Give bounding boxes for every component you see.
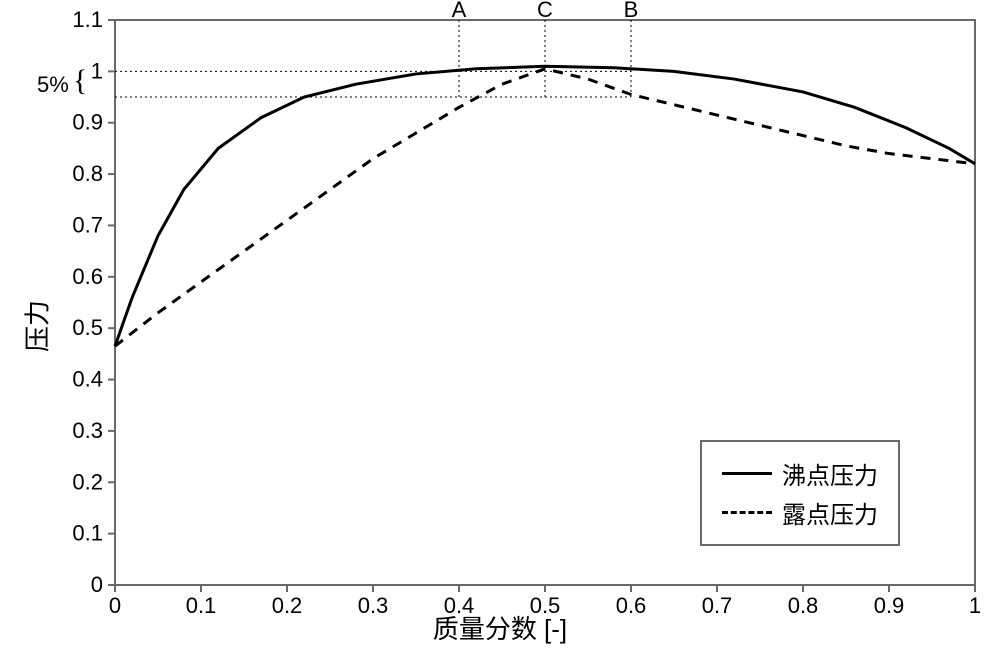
svg-text:0.3: 0.3: [72, 418, 103, 443]
svg-text:0.6: 0.6: [616, 593, 647, 618]
svg-text:0.5: 0.5: [72, 315, 103, 340]
svg-text:0.9: 0.9: [874, 593, 905, 618]
svg-text:0.4: 0.4: [72, 367, 103, 392]
svg-text:0.3: 0.3: [358, 593, 389, 618]
svg-text:0.6: 0.6: [72, 264, 103, 289]
svg-text:C: C: [537, 0, 553, 22]
svg-text:0.9: 0.9: [72, 110, 103, 135]
svg-text:0.7: 0.7: [702, 593, 733, 618]
svg-text:0.8: 0.8: [72, 161, 103, 186]
legend-dashed-line-icon: [722, 511, 772, 514]
five-percent-annotation: 5%: [37, 72, 69, 98]
svg-text:0.8: 0.8: [788, 593, 819, 618]
svg-text:0.2: 0.2: [272, 593, 303, 618]
x-axis-label: 质量分数 [-]: [433, 609, 567, 646]
svg-text:0.1: 0.1: [186, 593, 217, 618]
svg-text:0: 0: [91, 572, 103, 597]
svg-text:1: 1: [969, 593, 981, 618]
chart-container: 0 0.1 0.2 0.3 0.4 0.5 0.6 0.7 0.8 0.9 1 0 0.1 0.2 0.3 0…: [0, 0, 1000, 651]
chart-svg: 0 0.1 0.2 0.3 0.4 0.5 0.6 0.7 0.8 0.9 1 0 0.1 0.2 0.3 0…: [0, 0, 1000, 651]
svg-text:0.1: 0.1: [72, 521, 103, 546]
svg-text:B: B: [624, 0, 639, 22]
legend-item-solid: 沸点压力: [722, 456, 878, 491]
svg-text:0: 0: [109, 593, 121, 618]
legend: 沸点压力 露点压力: [700, 440, 900, 546]
brace-icon: {: [73, 64, 87, 98]
legend-label-dashed: 露点压力: [782, 495, 878, 530]
legend-label-solid: 沸点压力: [782, 456, 878, 491]
svg-text:0.2: 0.2: [72, 469, 103, 494]
legend-solid-line-icon: [722, 472, 772, 475]
svg-text:A: A: [452, 0, 467, 22]
svg-text:1.1: 1.1: [72, 7, 103, 32]
y-axis-label: 压力: [18, 299, 55, 351]
svg-text:1: 1: [91, 58, 103, 83]
legend-item-dashed: 露点压力: [722, 495, 878, 530]
svg-text:0.7: 0.7: [72, 212, 103, 237]
